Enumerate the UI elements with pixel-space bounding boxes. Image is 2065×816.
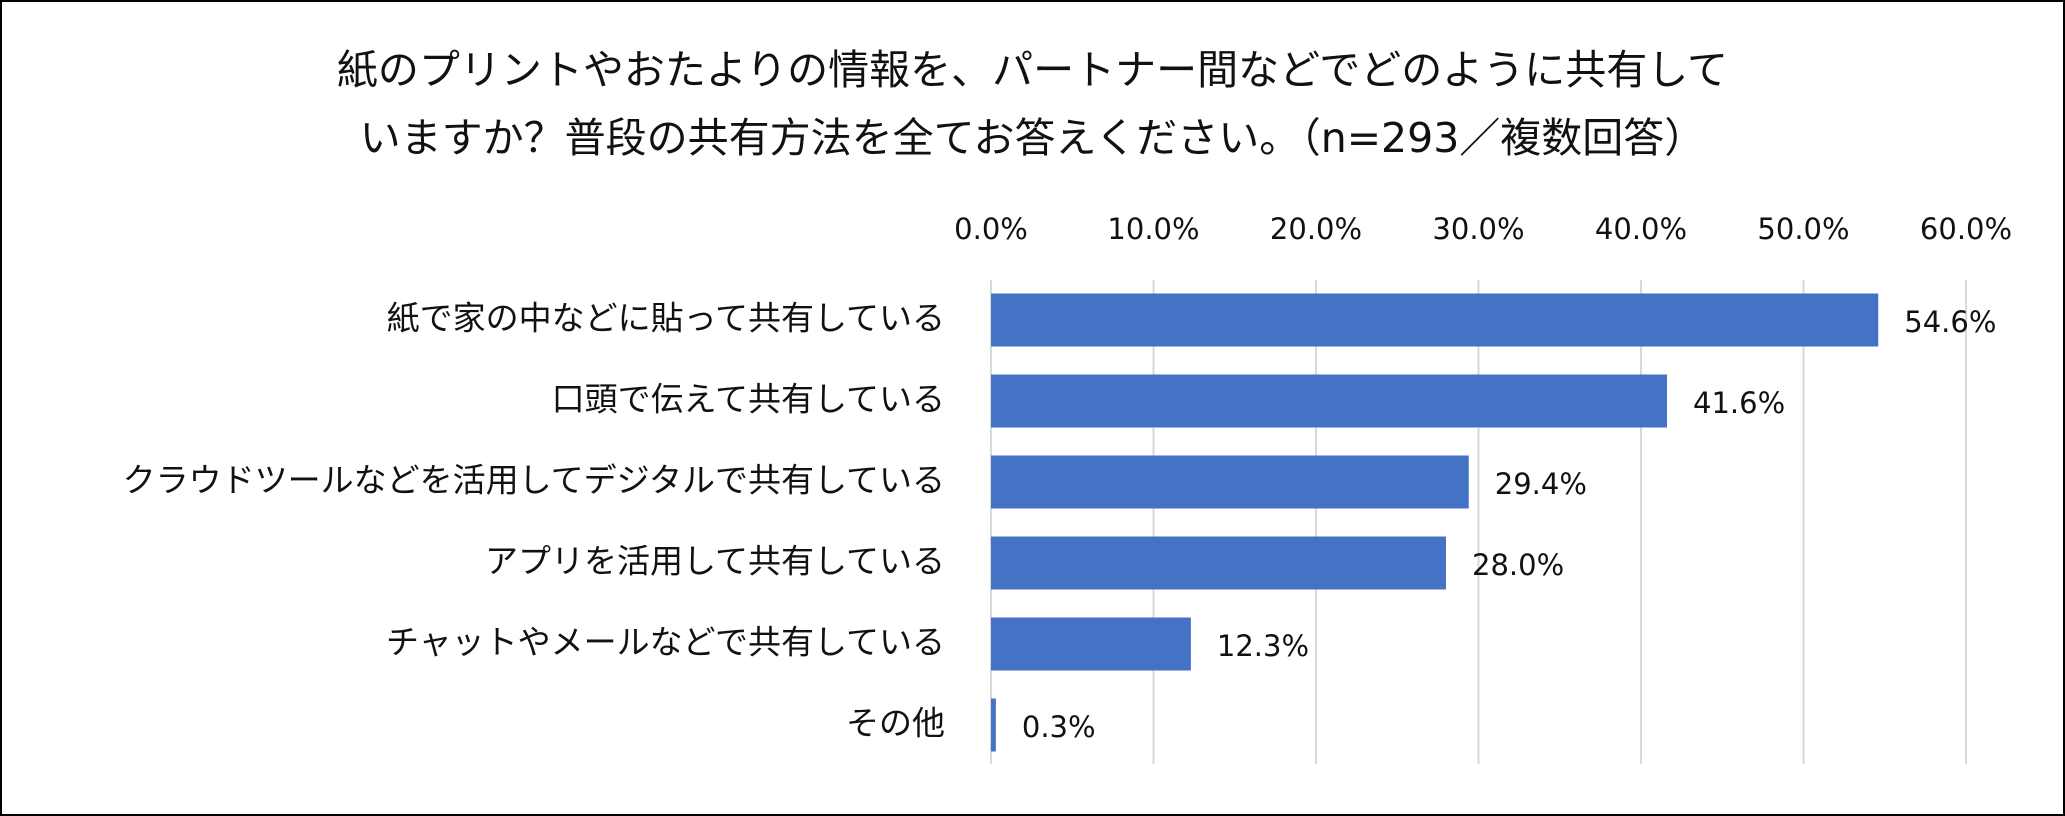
- bar: [991, 455, 1469, 509]
- bar: [991, 698, 996, 752]
- bar: [991, 617, 1191, 671]
- category-label: アプリを活用して共有している: [485, 542, 945, 581]
- x-tick-label: 60.0%: [1920, 212, 2012, 246]
- category-label: 紙で家の中などに貼って共有している: [387, 299, 945, 338]
- category-label: チャットやメールなどで共有している: [386, 623, 945, 662]
- chart-title: 紙のプリントやおたよりの情報を、パートナー間などでどのように共有して いますか？…: [2, 36, 2063, 172]
- x-tick-label: 50.0%: [1757, 212, 1849, 246]
- chart-title-line-1: 紙のプリントやおたよりの情報を、パートナー間などでどのように共有して: [336, 46, 1729, 94]
- x-tick-label: 40.0%: [1595, 212, 1687, 246]
- data-label: 0.3%: [1022, 710, 1096, 744]
- bar: [991, 293, 1879, 347]
- data-label: 29.4%: [1495, 467, 1587, 501]
- data-label: 12.3%: [1217, 629, 1309, 663]
- bar: [991, 374, 1667, 428]
- category-label: 口頭で伝えて共有している: [552, 380, 945, 419]
- data-label: 28.0%: [1472, 548, 1564, 582]
- x-tick-label: 0.0%: [954, 212, 1028, 246]
- x-tick-label: 30.0%: [1432, 212, 1524, 246]
- chart-title-line-2: いますか？普段の共有方法を全てお答えください。（n=293／複数回答）: [359, 114, 1706, 162]
- x-tick-label: 20.0%: [1270, 212, 1362, 246]
- data-label: 54.6%: [1904, 305, 1996, 339]
- x-tick-label: 10.0%: [1107, 212, 1199, 246]
- category-label: その他: [846, 704, 945, 743]
- data-label: 41.6%: [1693, 386, 1785, 420]
- category-label: クラウドツールなどを活用してデジタルで共有している: [123, 461, 945, 500]
- bar: [991, 536, 1446, 590]
